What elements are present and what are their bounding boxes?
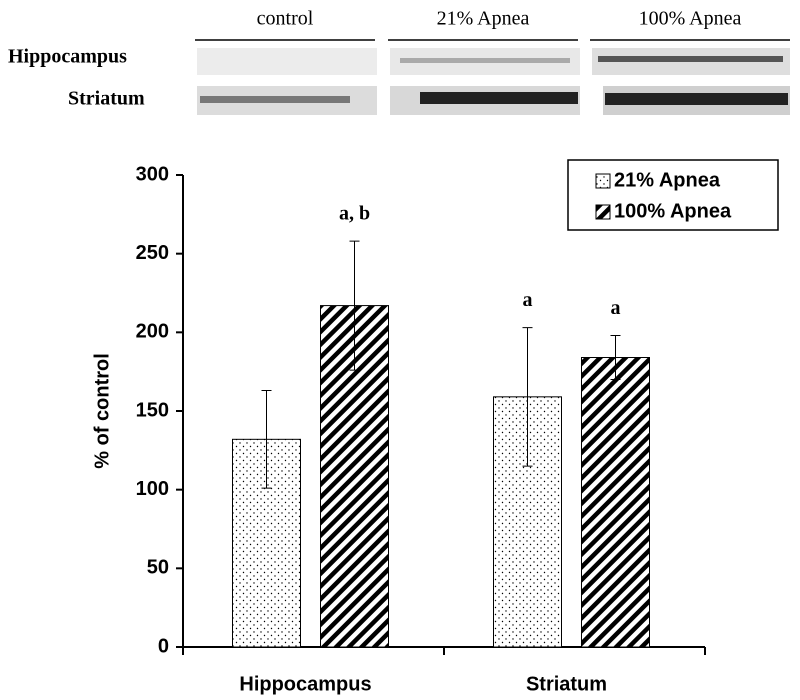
y-axis-label: % of control	[91, 353, 113, 469]
blot-column-label: 100% Apnea	[639, 8, 742, 30]
annotation: a	[523, 289, 533, 311]
error-bar	[610, 334, 621, 381]
y-tick-label: 300	[136, 163, 169, 185]
blot-column-label: control	[257, 8, 314, 30]
x-tick-label: Striatum	[526, 673, 607, 695]
y-tick-label: 150	[136, 399, 169, 421]
y-tick-label: 0	[158, 635, 169, 657]
blot-row-label: Striatum	[68, 88, 145, 110]
blot-image	[197, 48, 790, 115]
legend-label: 21% Apnea	[614, 169, 721, 191]
y-tick-label: 250	[136, 242, 169, 264]
error-bar	[261, 390, 272, 489]
annotation: a	[611, 297, 621, 319]
annotation: a, b	[339, 203, 370, 225]
blot-row-label: Hippocampus	[8, 46, 127, 68]
error-bar	[349, 240, 360, 371]
y-tick-label: 50	[147, 557, 169, 579]
legend-swatch	[595, 204, 611, 220]
bar	[581, 357, 650, 648]
legend-swatch	[595, 173, 611, 189]
blot-column-label: 21% Apnea	[437, 8, 530, 30]
y-tick-label: 200	[136, 321, 169, 343]
legend-label: 100% Apnea	[614, 200, 732, 222]
error-bar	[522, 327, 533, 467]
x-tick-label: Hippocampus	[239, 673, 371, 695]
y-tick-label: 100	[136, 478, 169, 500]
